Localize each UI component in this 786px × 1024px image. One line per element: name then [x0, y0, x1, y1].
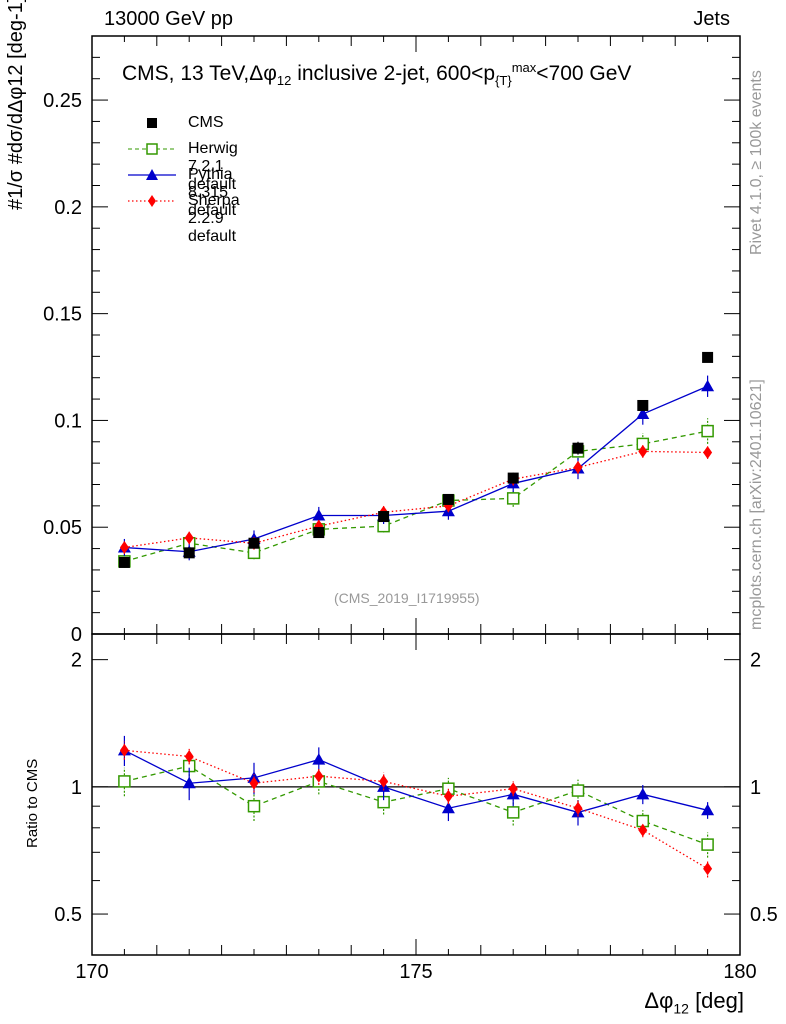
series-sherpa-ratio-marker	[638, 823, 648, 837]
legend-marker-cms	[147, 118, 157, 128]
legend-marker-sherpa	[128, 195, 176, 207]
series-cms-marker	[702, 351, 714, 363]
series-pythia-ratio-marker	[701, 803, 715, 816]
series-sherpa-ratio-marker	[249, 776, 259, 790]
title-sub-b: {T}	[495, 73, 512, 89]
series-sherpa-marker	[184, 531, 194, 545]
series-pythia-line	[124, 385, 708, 553]
series-pythia-ratio-marker	[312, 753, 326, 765]
series-herwig-ratio-marker	[506, 806, 520, 819]
legend-label-herwig: Herwig 7.2.1 default	[188, 140, 238, 193]
process-label: 13000 GeV pp	[104, 8, 233, 30]
y-tick-label: 0.15	[43, 304, 82, 326]
series-sherpa-ratio-marker	[314, 769, 324, 783]
series-cms-marker	[637, 399, 649, 411]
x-axis-label: Δφ12 [deg]	[644, 988, 744, 1016]
series-sherpa-ratio-marker	[379, 774, 389, 788]
series-sherpa-ratio-marker	[508, 782, 518, 796]
y-tick-label: 0.2	[54, 197, 82, 219]
series-sherpa-ratio-marker	[703, 862, 713, 876]
plot-title: CMS, 13 TeV,Δφ12 inclusive 2-jet, 600<p{…	[122, 60, 631, 88]
analysis-category: Jets	[693, 8, 730, 30]
title-part-c: <700 GeV	[536, 62, 632, 85]
ratio-y-tick-label: 2	[71, 650, 82, 672]
series-herwig-ratio-marker	[247, 799, 261, 813]
series-herwig-marker	[506, 492, 520, 505]
series-herwig-ratio-marker	[701, 838, 714, 851]
x-tick-label: 170	[75, 961, 108, 983]
series-sherpa-line	[124, 450, 708, 549]
series-cms-marker	[313, 527, 325, 539]
series-pythia-marker	[312, 508, 326, 521]
y-axis-label: #1/σ #dσ/dΔφ12 [deg-1]	[5, 0, 27, 210]
ratio-y-axis-label: Ratio to CMS	[24, 758, 41, 848]
series-herwig-ratio-marker	[571, 784, 585, 797]
ratio-y-tick-label-right: 0.5	[750, 904, 778, 926]
legend-marker-herwig	[128, 143, 176, 155]
title-sup-b: max	[511, 60, 537, 75]
mcplots-credit-text: mcplots.cern.ch [arXiv:2401.10621]	[748, 379, 765, 630]
series-cms-marker	[183, 547, 195, 559]
series-cms-marker	[442, 493, 454, 505]
series-pythia-marker	[701, 379, 715, 392]
series-herwig-ratio-line	[124, 765, 708, 846]
x-tick-label: 180	[723, 961, 756, 983]
series-herwig-line	[124, 430, 708, 563]
ratio-y-tick-label: 1	[71, 777, 82, 799]
title-part-a: CMS, 13 TeV,Δφ	[122, 62, 277, 85]
series-cms-marker	[248, 537, 260, 549]
series-pythia-ratio-marker	[636, 787, 650, 800]
legend-label-sherpa: Sherpa 2.2.9 default	[188, 192, 240, 245]
series-pythia-marker	[636, 407, 650, 420]
y-tick-label: 0.05	[43, 517, 82, 539]
series-cms-marker	[118, 556, 130, 568]
series-sherpa-ratio-marker	[443, 789, 453, 803]
series-sherpa-marker	[573, 460, 583, 474]
series-cms-marker	[572, 442, 584, 454]
y-tick-label: 0.1	[54, 410, 82, 432]
legend-label-cms: CMS	[188, 114, 224, 131]
series-sherpa-ratio-marker	[119, 743, 129, 757]
series-sherpa-ratio-line	[124, 749, 708, 870]
ratio-y-tick-label: 0.5	[54, 904, 82, 926]
title-part-b: inclusive 2-jet, 600<p	[291, 62, 496, 85]
x-axis-label-main: Δφ	[644, 988, 674, 1013]
ratio-y-tick-label-right: 1	[750, 777, 761, 799]
analysis-id-watermark: (CMS_2019_I1719955)	[334, 590, 480, 606]
y-tick-label: 0.25	[43, 90, 82, 112]
x-axis-label-unit: [deg]	[688, 988, 744, 1013]
title-sub-a: 12	[276, 73, 292, 89]
series-sherpa-marker	[703, 445, 713, 459]
legend-label-pythia: Pythia 8.315 default	[188, 166, 237, 219]
series-cms-marker	[507, 472, 519, 484]
rivet-version-text: Rivet 4.1.0, ≥ 100k events	[748, 70, 765, 255]
series-pythia-ratio-marker	[441, 801, 455, 814]
ratio-y-tick-label-right: 2	[750, 650, 761, 672]
series-pythia-ratio-line	[124, 749, 708, 814]
y-tick-label: 0	[71, 624, 82, 646]
series-sherpa-marker	[119, 541, 129, 555]
legend-marker-pythia	[128, 169, 176, 180]
series-herwig-ratio-marker	[118, 775, 131, 788]
series-sherpa-ratio-marker	[184, 749, 194, 763]
series-herwig-marker	[701, 424, 714, 438]
series-pythia-ratio-marker	[182, 776, 196, 789]
series-cms-marker	[378, 511, 390, 523]
x-axis-label-sub: 12	[673, 1000, 689, 1017]
series-sherpa-marker	[638, 444, 648, 458]
series-sherpa-ratio-marker	[573, 801, 583, 815]
x-tick-label: 175	[399, 961, 432, 983]
